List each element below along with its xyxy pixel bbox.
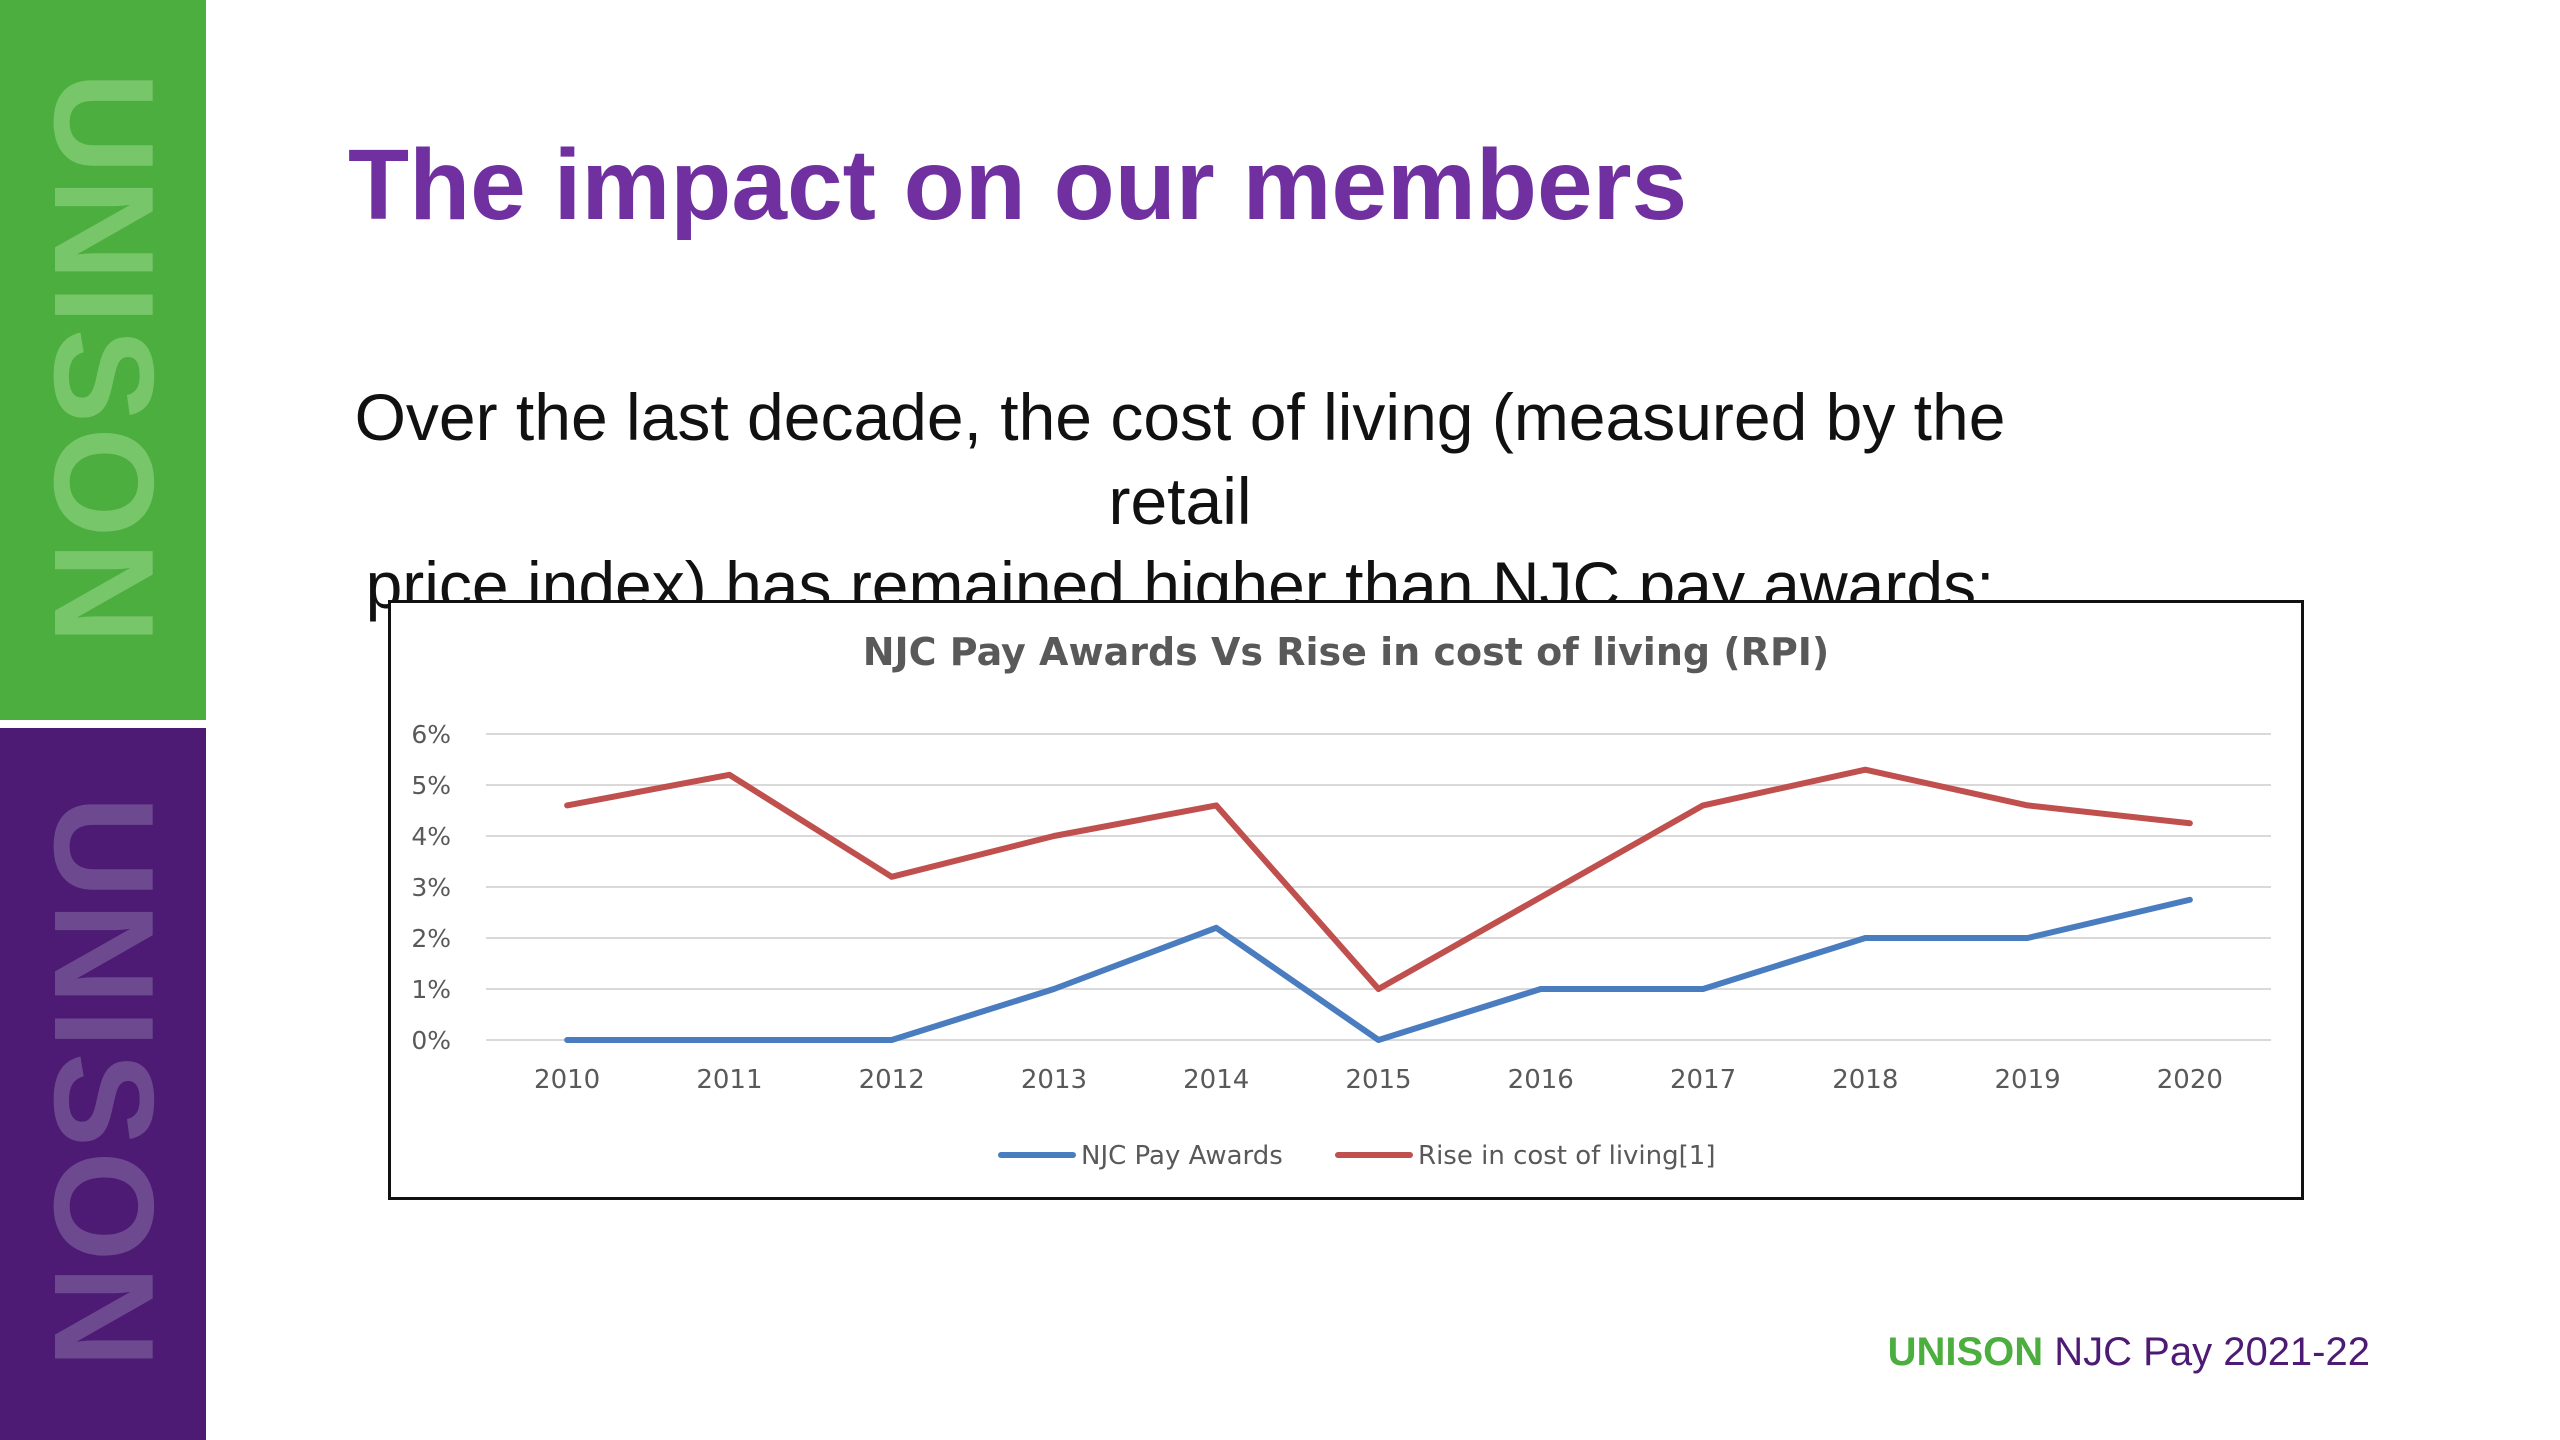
y-tick-label: 4% [411,822,451,851]
chart-title: NJC Pay Awards Vs Rise in cost of living… [863,630,1830,674]
footer: UNISON NJC Pay 2021-22 [1888,1330,2370,1375]
y-tick-label: 5% [411,771,451,800]
series-2-point [1051,833,1057,839]
x-tick-label: 2016 [1508,1065,1574,1095]
legend-label: Rise in cost of living[1] [1418,1141,1715,1171]
series-1-point [1376,1037,1381,1043]
x-tick-label: 2013 [1021,1065,1087,1095]
brand-strip-green [0,0,206,720]
x-tick-label: 2010 [534,1065,600,1095]
series-2-point [1376,986,1381,992]
x-tick-label: 2014 [1183,1065,1249,1095]
y-tick-label: 6% [411,720,451,749]
brand-strip-purple [0,728,206,1440]
y-tick-labels: 0% 1% 2% 3% 4% 5% 6% [411,720,451,1055]
x-tick-label: 2019 [1995,1065,2061,1095]
chart-frame: NJC Pay Awards Vs Rise in cost of living… [388,600,2304,1200]
series-2-point [1700,802,1706,808]
series-1-point [726,1037,732,1043]
series-1-point [564,1037,570,1043]
series-2-point [564,802,570,808]
x-tick-label: 2015 [1345,1065,1411,1095]
series-2-point [726,772,732,778]
x-tick-labels: 2010 2011 2012 2013 2014 2015 2016 2017 2018 2019… [534,1065,2223,1095]
series-2-point [1213,802,1219,808]
series-1-point [1538,986,1544,992]
series-1-point [2025,935,2031,941]
chart-svg: NJC Pay Awards Vs Rise in cost of living… [411,630,2271,1171]
series-1-point [1213,925,1219,931]
series-2-point [1862,767,1868,773]
brand-logo-word-lower: UNISON [24,795,183,1373]
series-2-point [2025,802,2031,808]
page-title: The impact on our members [348,129,1688,241]
series-1-point [889,1037,895,1043]
series-1-point [1862,935,1868,941]
series-2-point [1538,894,1544,900]
series-line-2 [564,766,2193,992]
chart-legend: NJC Pay Awards Rise in cost of living[1] [998,1141,1715,1171]
series-1-point [2187,897,2193,903]
series-1-point [1051,986,1057,992]
footer-brand: UNISON [1887,1330,2044,1374]
x-tick-label: 2020 [2157,1065,2223,1095]
series-2-point [2187,820,2193,826]
x-tick-label: 2018 [1832,1065,1898,1095]
y-tick-label: 2% [411,924,451,953]
intro-line-1: Over the last decade, the cost of living… [354,380,2006,538]
intro-text: Over the last decade, the cost of living… [330,375,2030,627]
series-1-point [1700,986,1706,992]
grid-layer [486,733,2271,1041]
y-tick-label: 0% [411,1026,451,1055]
footer-text: NJC Pay 2021-22 [2043,1330,2370,1374]
x-tick-label: 2011 [696,1065,762,1095]
x-tick-label: 2012 [859,1065,925,1095]
brand-strip-divider [0,720,206,728]
brand-strip: UNISON UNISON [0,0,206,1440]
y-tick-label: 1% [411,975,451,1004]
series-2-point [889,874,895,880]
x-tick-label: 2017 [1670,1065,1736,1095]
y-tick-label: 3% [411,873,451,902]
brand-logo-word-upper: UNISON [24,71,183,649]
legend-label: NJC Pay Awards [1081,1141,1283,1171]
series-layer [564,766,2193,1043]
series-line-1 [564,896,2193,1043]
